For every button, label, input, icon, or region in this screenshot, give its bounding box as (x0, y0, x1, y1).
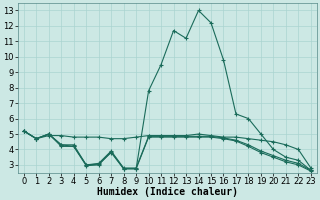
X-axis label: Humidex (Indice chaleur): Humidex (Indice chaleur) (97, 187, 238, 197)
